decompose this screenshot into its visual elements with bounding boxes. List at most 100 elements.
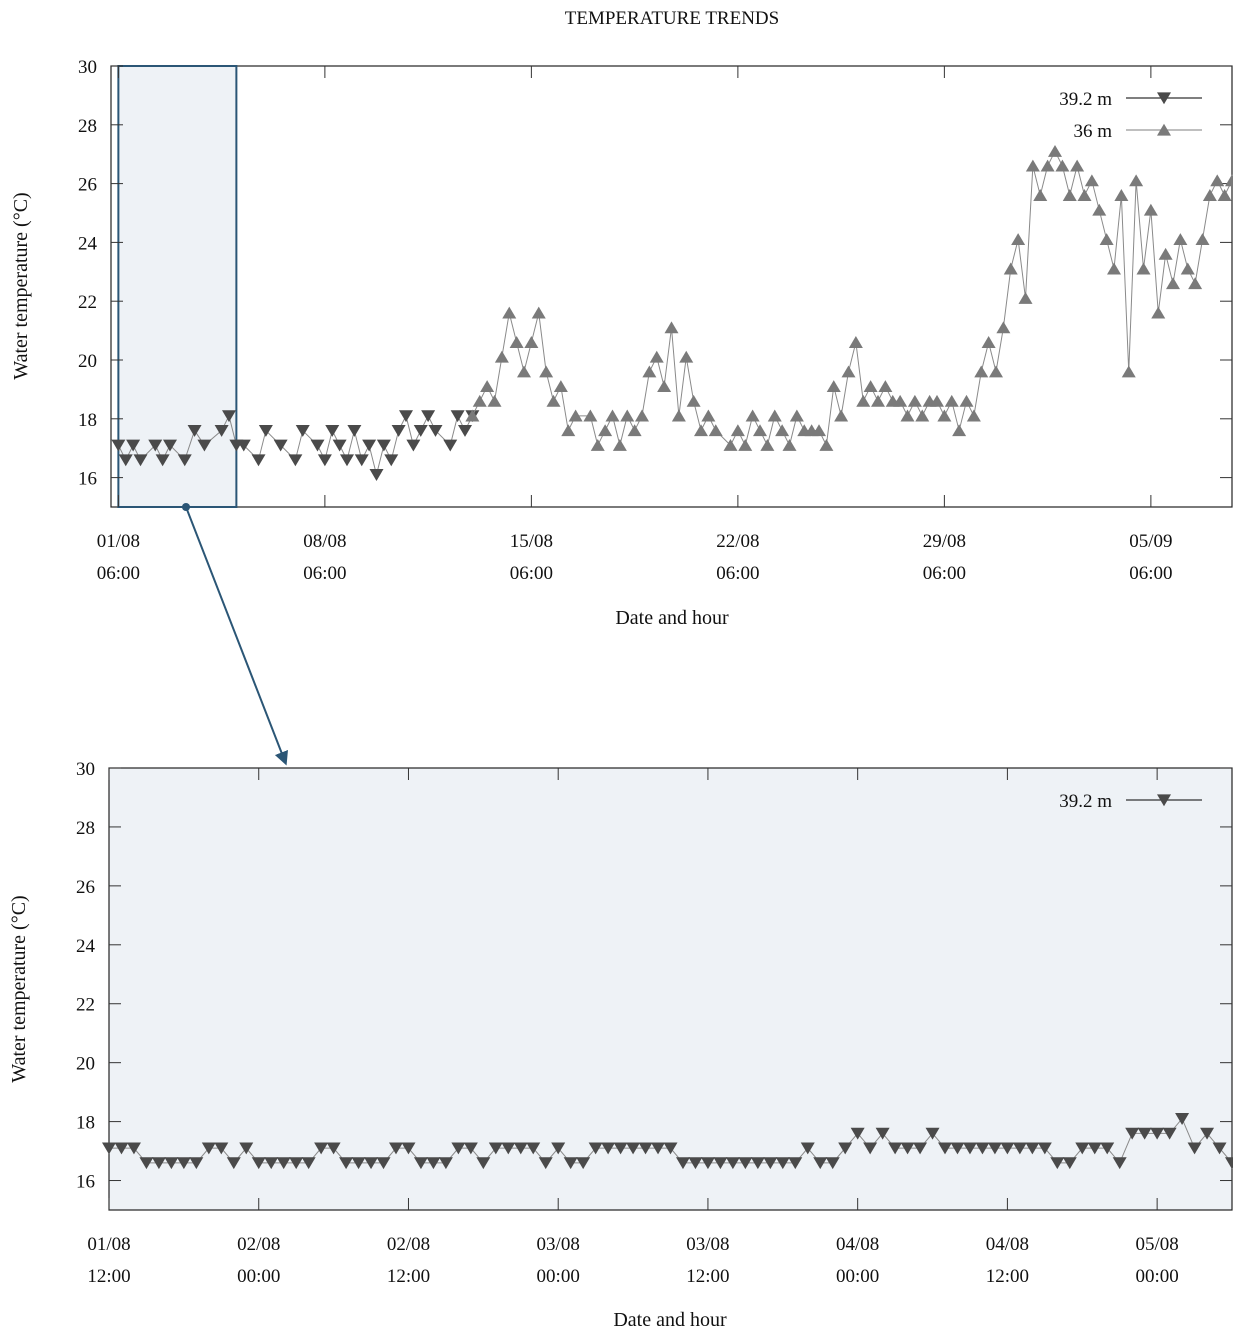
data-point: [576, 1157, 591, 1170]
data-point: [501, 1142, 516, 1155]
data-point: [638, 1142, 653, 1155]
data-point: [760, 438, 775, 451]
data-point: [399, 410, 413, 423]
data-point: [1055, 159, 1070, 172]
data-point: [1143, 203, 1158, 216]
data-point: [819, 438, 834, 451]
data-point: [871, 394, 885, 407]
legend-marker: [1157, 123, 1171, 136]
y-tick-label: 30: [78, 57, 97, 78]
x-tick-label-hour: 06:00: [923, 563, 966, 584]
data-point: [915, 409, 930, 422]
data-point: [340, 454, 354, 467]
data-point: [1092, 203, 1107, 216]
detail-y-axis-title: Water temperature (°C): [8, 895, 30, 1082]
data-point: [738, 438, 753, 451]
x-tick-label-hour: 06:00: [716, 563, 759, 584]
data-point: [1099, 233, 1114, 246]
data-point: [1112, 1157, 1127, 1170]
data-point: [494, 350, 509, 363]
data-point: [526, 1142, 541, 1155]
overview-series: [111, 144, 1233, 481]
data-point: [841, 365, 856, 378]
data-point: [413, 424, 428, 437]
x-tick-label-hour: 00:00: [1135, 1266, 1178, 1287]
overview-y-axis-title: Water temperature (°C): [10, 192, 32, 379]
data-point: [384, 454, 399, 467]
data-point: [686, 394, 701, 407]
data-point: [114, 1142, 129, 1155]
data-point: [1040, 159, 1055, 172]
data-point: [613, 1142, 628, 1155]
data-point: [671, 409, 686, 422]
data-point: [850, 1127, 865, 1140]
data-point: [273, 439, 288, 452]
data-point: [1225, 174, 1233, 187]
data-point: [197, 439, 212, 452]
y-tick-label: 20: [76, 1054, 95, 1075]
x-tick-label-hour: 12:00: [387, 1266, 430, 1287]
series-line: [117, 414, 473, 475]
data-point: [222, 410, 236, 423]
data-point: [524, 336, 539, 348]
data-point: [913, 1142, 928, 1155]
data-point: [888, 1142, 903, 1155]
data-point: [825, 1157, 840, 1170]
data-point: [925, 1127, 940, 1140]
data-point: [531, 306, 546, 319]
data-point: [893, 394, 908, 407]
data-point: [775, 1157, 790, 1170]
data-point: [326, 1142, 341, 1155]
data-point: [1037, 1142, 1052, 1155]
data-point: [763, 1157, 778, 1170]
detail-plot-area: [108, 767, 1233, 1211]
data-point: [813, 1157, 828, 1170]
x-tick-label-date: 04/08: [836, 1234, 879, 1255]
data-point: [664, 321, 679, 334]
data-point: [118, 454, 133, 467]
data-point: [598, 424, 613, 437]
data-point: [930, 394, 944, 407]
detail-series: [102, 1113, 1233, 1170]
y-tick-label: 18: [78, 410, 97, 431]
x-tick-label-date: 01/08: [87, 1234, 130, 1255]
data-point: [605, 409, 620, 422]
y-tick-label: 24: [78, 233, 98, 254]
x-tick-label-date: 03/08: [537, 1234, 580, 1255]
data-point: [553, 380, 568, 393]
data-point: [782, 438, 797, 451]
data-point: [775, 424, 790, 437]
data-point: [738, 1157, 753, 1170]
x-tick-label-hour: 00:00: [836, 1266, 879, 1287]
data-point: [155, 454, 170, 467]
data-point: [1202, 189, 1217, 201]
data-point: [314, 1142, 329, 1155]
data-point: [1125, 1127, 1140, 1140]
data-point: [937, 409, 952, 422]
data-point: [1062, 189, 1077, 201]
data-point: [962, 1142, 977, 1155]
series-39-2-m: [111, 410, 480, 481]
data-point: [1100, 1142, 1115, 1155]
data-point: [289, 1157, 304, 1170]
data-point: [789, 409, 804, 422]
x-tick-label-date: 05/09: [1129, 531, 1172, 552]
data-point: [133, 454, 148, 467]
x-tick-label-date: 05/08: [1135, 1234, 1178, 1255]
data-point: [745, 409, 760, 422]
y-tick-label: 26: [78, 175, 97, 196]
data-point: [900, 409, 915, 422]
data-point: [472, 394, 487, 407]
data-point: [657, 380, 672, 393]
y-tick-label: 20: [78, 351, 97, 372]
data-point: [236, 439, 251, 452]
data-point: [538, 1157, 553, 1170]
data-point: [325, 424, 340, 437]
y-tick-label: 24: [76, 936, 96, 957]
data-point: [1187, 1142, 1202, 1155]
data-point: [753, 424, 767, 437]
data-point: [214, 424, 229, 437]
data-point: [428, 424, 443, 437]
data-point: [413, 1157, 428, 1170]
data-point: [649, 350, 664, 363]
